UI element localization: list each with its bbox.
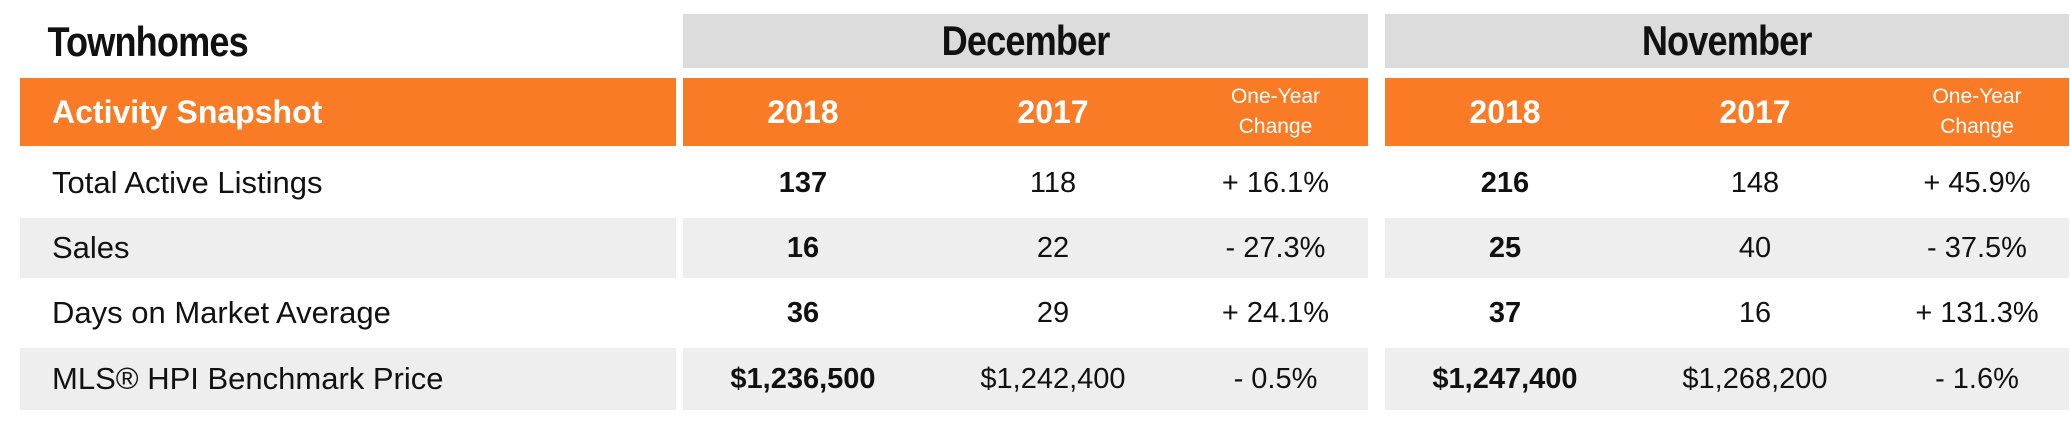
row-bg-november [1385, 218, 2069, 278]
row-label: Days on Market Average [52, 295, 391, 330]
cell-nov-2018: $1,247,400 [1432, 362, 1578, 395]
col-header-nov-2017: 2017 [1625, 78, 1885, 146]
page-title: Townhomes [47, 18, 249, 65]
cell-nov-2017: $1,268,200 [1682, 362, 1828, 395]
cell-dec-2018: $1,236,500 [730, 362, 876, 395]
cell-dec-change: - 27.3% [1225, 231, 1326, 264]
cell-nov-change: + 45.9% [1923, 166, 2031, 199]
row-label: Sales [20, 218, 676, 278]
cell-nov-change: - 1.6% [1935, 362, 2019, 395]
cell-dec-2017: 118 [1029, 166, 1077, 199]
cell-dec-change: - 0.5% [1233, 362, 1318, 395]
cell-dec-change: + 24.1% [1221, 296, 1330, 329]
cell-nov-2017: 40 [1738, 231, 1772, 264]
group-header-december-label: December [941, 17, 1111, 64]
cell-nov-2017: 16 [1738, 296, 1772, 329]
row-label: MLS® HPI Benchmark Price [20, 348, 676, 410]
row-bg-november [1385, 348, 2069, 410]
row-bg-december [683, 218, 1368, 278]
row-label: Total Active Listings [52, 165, 323, 200]
cell-dec-change: + 16.1% [1221, 166, 1330, 199]
cell-dec-2018: 36 [786, 296, 820, 329]
cell-dec-2017: 29 [1036, 296, 1070, 329]
cell-nov-change: + 131.3% [1915, 296, 2039, 329]
group-header-december: December [683, 14, 1368, 68]
col-header-dec-2018: 2018 [683, 78, 923, 146]
cell-dec-2017: $1,242,400 [980, 362, 1126, 395]
group-header-november-label: November [1642, 17, 1813, 64]
cell-nov-change: - 37.5% [1927, 231, 2027, 264]
cell-dec-2017: 22 [1036, 231, 1070, 264]
cell-nov-2018: 25 [1488, 231, 1522, 264]
section-label: Activity Snapshot [20, 78, 676, 146]
col-header-nov-2018: 2018 [1385, 78, 1625, 146]
cell-nov-2017: 148 [1730, 166, 1780, 199]
row-bg-december [683, 348, 1368, 410]
col-header-dec-2017: 2017 [923, 78, 1183, 146]
cell-nov-2018: 37 [1488, 296, 1522, 329]
col-header-nov-change: One-Year Change [1885, 78, 2069, 146]
cell-dec-2018: 137 [778, 166, 828, 199]
group-header-november: November [1385, 14, 2069, 68]
col-header-dec-change: One-Year Change [1183, 78, 1368, 146]
cell-dec-2018: 16 [786, 231, 820, 264]
cell-nov-2018: 216 [1480, 166, 1530, 199]
